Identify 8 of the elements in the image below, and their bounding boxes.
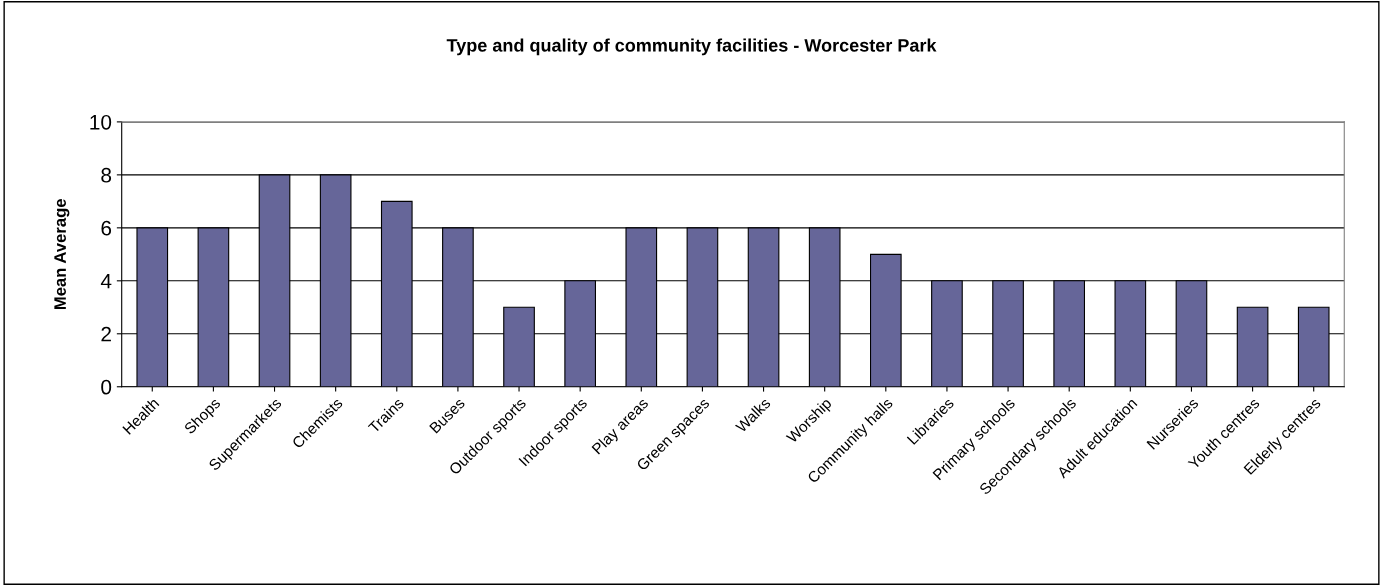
y-tick-label: 6 — [101, 220, 112, 236]
y-tick-label: 8 — [101, 167, 112, 183]
chart-title: Type and quality of community facilities - Worcester Park — [446, 38, 937, 56]
y-tick-label: 4 — [100, 274, 112, 289]
y-axis-title: Mean Average — [54, 199, 70, 310]
y-tick-label: 0 — [101, 379, 112, 395]
y-tick-label: 10 — [90, 114, 112, 130]
y-tick-label: 2 — [101, 326, 111, 342]
